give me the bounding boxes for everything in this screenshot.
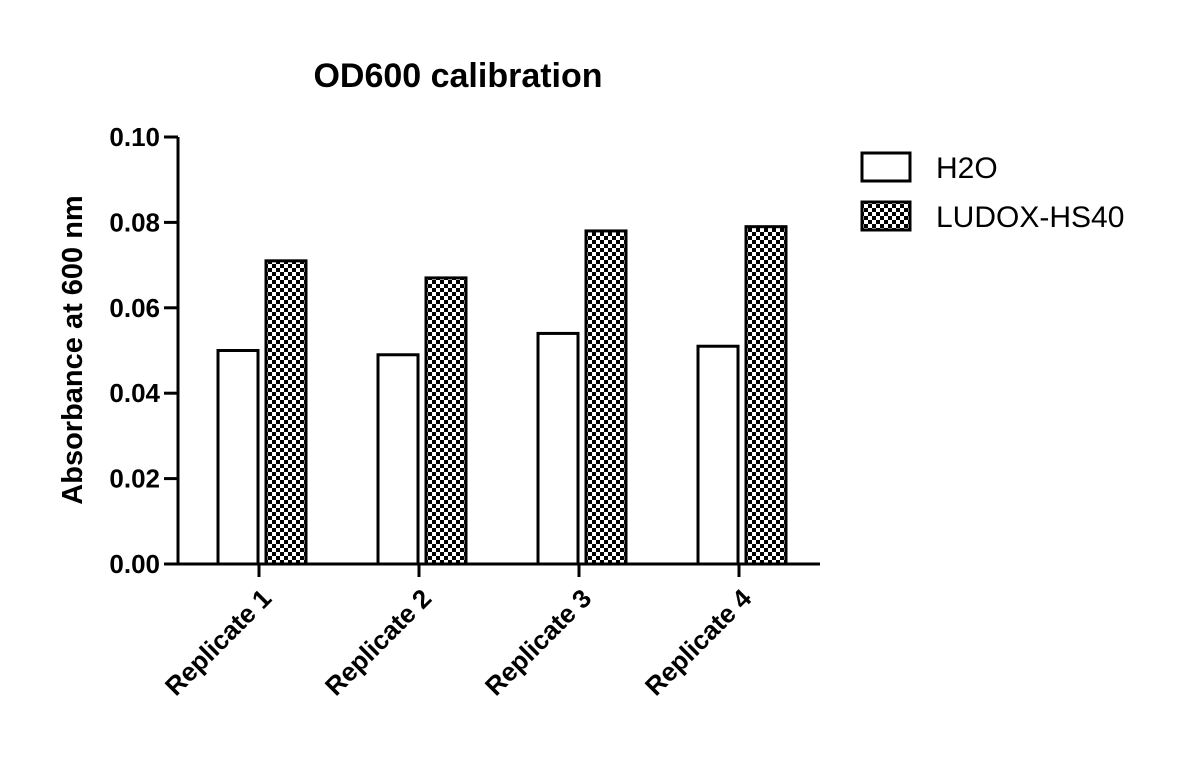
bar-h2o-1 — [216, 349, 260, 566]
legend-swatch-h2o — [860, 151, 912, 183]
bars — [216, 225, 788, 566]
x-tick-label: Replicate 2 — [319, 583, 437, 701]
bar-ludox-3 — [584, 229, 628, 566]
y-tick-label: 0.06 — [109, 293, 160, 323]
bar-h2o-2 — [376, 353, 420, 566]
bar-ludox-1 — [264, 259, 308, 566]
y-axis-label: Absorbance at 600 nm — [57, 195, 89, 504]
y-tick-label: 0.08 — [109, 207, 160, 237]
y-tick-label: 0.00 — [109, 549, 160, 579]
x-tick-label: Replicate 4 — [639, 583, 758, 702]
legend-label-h2o: H2O — [936, 152, 998, 185]
legend-swatch-ludox — [860, 200, 912, 232]
bar-h2o-3 — [536, 331, 580, 566]
x-tick-label: Replicate 1 — [159, 583, 277, 701]
legend: H2O LUDOX-HS40 — [860, 151, 1124, 234]
chart-title: OD600 calibration — [313, 57, 602, 95]
bar-ludox-4 — [744, 225, 788, 566]
legend-label-ludox: LUDOX-HS40 — [936, 201, 1124, 234]
bar-ludox-2 — [424, 276, 468, 566]
y-tick-label: 0.04 — [109, 378, 160, 408]
x-tick-label: Replicate 3 — [479, 583, 597, 701]
bar-h2o-4 — [696, 344, 740, 566]
y-tick-label: 0.02 — [109, 464, 160, 494]
y-tick-label: 0.10 — [109, 122, 160, 152]
